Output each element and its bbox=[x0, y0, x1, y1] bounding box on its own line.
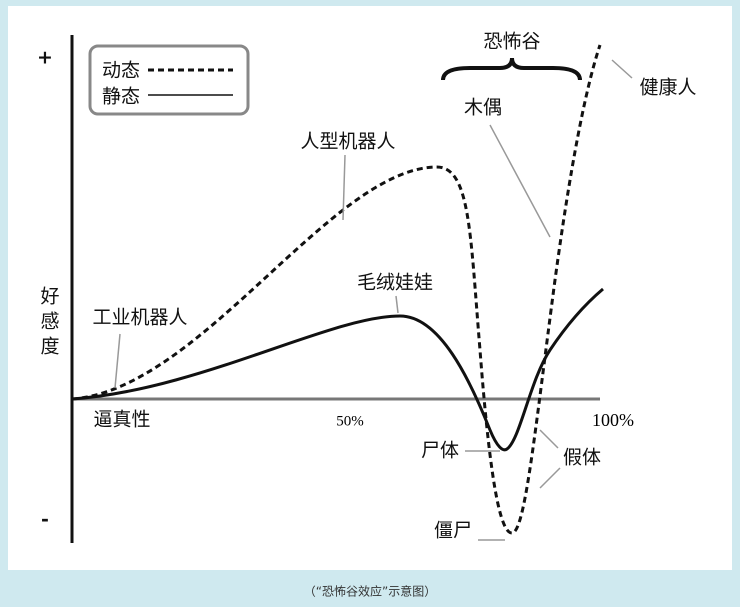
annotation: 人型机器人 bbox=[300, 131, 395, 153]
annotation: 僵尸 bbox=[434, 520, 472, 542]
leader bbox=[539, 429, 559, 449]
annotation: 健康人 bbox=[639, 77, 696, 99]
y-label: 感 bbox=[40, 311, 59, 333]
annotation: 毛绒娃娃 bbox=[357, 272, 433, 294]
brace bbox=[441, 57, 582, 81]
leader bbox=[489, 124, 551, 238]
annotation: 尸体 bbox=[421, 440, 459, 462]
caption: （“恐怖谷效应”示意图） bbox=[304, 584, 436, 599]
static-curve bbox=[71, 287, 604, 452]
leader bbox=[539, 467, 561, 489]
annotation: 木偶 bbox=[464, 97, 502, 119]
leader bbox=[342, 154, 346, 221]
x-end: 100% bbox=[592, 410, 634, 430]
x-label: 逼真性 bbox=[93, 409, 150, 431]
dynamic-curve bbox=[71, 44, 602, 535]
annotation: 假体 bbox=[563, 447, 601, 469]
x-mid: 50% bbox=[336, 413, 364, 429]
leader bbox=[611, 59, 633, 79]
legend-label: 静态 bbox=[102, 86, 140, 108]
leader bbox=[114, 333, 121, 389]
y-bottom: - bbox=[41, 509, 49, 531]
annotation: 恐怖谷 bbox=[483, 31, 540, 53]
y-label: 好 bbox=[40, 286, 59, 308]
y-top: + bbox=[37, 47, 53, 69]
y-label: 度 bbox=[40, 336, 59, 358]
legend-box bbox=[88, 44, 250, 116]
legend-label: 动态 bbox=[102, 60, 140, 82]
leader bbox=[395, 295, 399, 314]
annotation: 工业机器人 bbox=[92, 307, 187, 329]
